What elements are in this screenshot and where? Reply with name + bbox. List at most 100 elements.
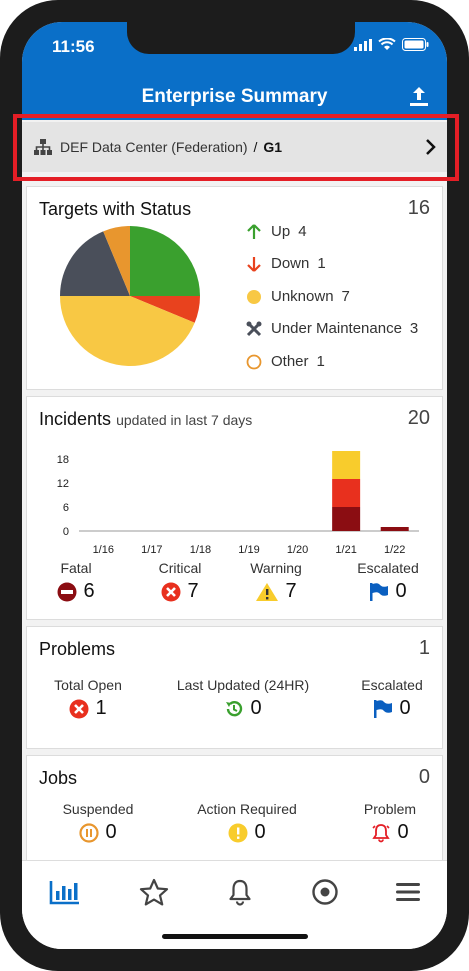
- stat-value: 1: [95, 697, 107, 719]
- home-indicator: [162, 934, 308, 939]
- bar-warning-1-21[interactable]: [332, 451, 361, 479]
- bar-fatal-1-22[interactable]: [380, 527, 409, 531]
- stat-label: Escalated: [361, 677, 423, 693]
- tab-menu[interactable]: [391, 875, 425, 909]
- tab-targets[interactable]: [308, 875, 342, 909]
- tab-dashboard[interactable]: [48, 875, 82, 909]
- share-button[interactable]: [407, 84, 431, 113]
- legend-value: 4: [298, 223, 307, 240]
- flag-icon: [370, 582, 389, 601]
- history-icon: [226, 700, 243, 716]
- stat-value: 0: [399, 697, 411, 719]
- alert-icon: [228, 823, 248, 842]
- stat-label: Last Updated (24HR): [176, 677, 310, 693]
- pie-slice-other[interactable]: [103, 226, 130, 296]
- legend-value: 1: [317, 255, 326, 272]
- stat-value: 6: [83, 580, 95, 602]
- pie-slice-unknown[interactable]: [60, 296, 195, 366]
- x-tick-label: 1/21: [335, 544, 356, 556]
- legend-down[interactable]: Down 1: [245, 255, 326, 272]
- critical-icon: [161, 582, 181, 601]
- stat-value: 0: [395, 580, 407, 602]
- legend-maintenance[interactable]: Under Maintenance 3: [245, 320, 418, 337]
- bar-fatal-1-21[interactable]: [332, 507, 361, 531]
- incidents-count: 20: [407, 407, 430, 429]
- wrench-icon: [246, 321, 262, 336]
- status-icons: [354, 38, 429, 51]
- legend-label: Under Maintenance: [271, 320, 402, 337]
- flag-icon: [374, 699, 393, 718]
- incidents-title-text: Incidents: [39, 409, 112, 429]
- arrow-down-icon: [247, 256, 261, 272]
- stat-label: Escalated: [357, 560, 419, 576]
- targets-card[interactable]: Targets with Status 16 Up 4 Down 1 Unknown…: [26, 186, 443, 390]
- battery-icon: [402, 38, 429, 51]
- legend-value: 1: [316, 353, 325, 370]
- problems-count: 1: [418, 637, 430, 659]
- critical-icon: [69, 699, 89, 718]
- pie-slice-up[interactable]: [130, 226, 200, 296]
- chevron-right-icon: [426, 139, 436, 155]
- breadcrumb-current: G1: [263, 139, 283, 155]
- incidents-title: Incidents updated in last 7 days: [39, 409, 252, 430]
- targets-count: 16: [407, 197, 430, 219]
- jobs-card[interactable]: Jobs 0 Suspended 0 Action Required 0 Pro…: [26, 755, 443, 865]
- stat-escalated[interactable]: Escalated 0: [347, 560, 429, 603]
- stat-escalated[interactable]: Escalated 0: [351, 677, 433, 720]
- problems-card[interactable]: Problems 1 Total Open 1 Last Updated (24…: [26, 626, 443, 749]
- x-tick-label: 1/19: [238, 544, 259, 556]
- stat-label: Warning: [250, 560, 302, 576]
- stat-label: Fatal: [60, 560, 92, 576]
- circle-filled-icon: [247, 289, 261, 304]
- pie-slice-under-maintenance[interactable]: [60, 231, 130, 296]
- warning-icon: [256, 582, 279, 601]
- bell-alert-icon: [372, 823, 391, 842]
- legend-unknown[interactable]: Unknown 7: [245, 288, 350, 305]
- tab-favorites[interactable]: [137, 875, 171, 909]
- app-screen: 11:56 Enterprise Summary DEF Data Center…: [22, 22, 447, 949]
- x-tick-label: 1/18: [190, 544, 211, 556]
- bar-critical-1-21[interactable]: [332, 479, 361, 507]
- notifications-icon: [229, 879, 251, 906]
- legend-label: Down: [271, 255, 310, 272]
- stat-value: 7: [285, 580, 297, 602]
- stat-label: Suspended: [62, 801, 134, 817]
- breadcrumb-path: DEF Data Center (Federation): [60, 139, 248, 155]
- problems-title: Problems: [39, 639, 116, 659]
- stat-fatal[interactable]: Fatal 6: [41, 560, 111, 603]
- breadcrumb[interactable]: DEF Data Center (Federation) / G1: [22, 122, 447, 172]
- targets-icon: [312, 879, 338, 905]
- tab-notifications[interactable]: [223, 875, 257, 909]
- upload-icon: [410, 87, 428, 106]
- status-time: 11:56: [52, 37, 95, 56]
- stat-critical[interactable]: Critical 7: [145, 560, 215, 603]
- y-tick-label: 6: [63, 502, 69, 514]
- arrow-up-icon: [247, 223, 261, 239]
- incidents-card[interactable]: Incidents updated in last 7 days 20 18 12…: [26, 396, 443, 620]
- stat-suspended[interactable]: Suspended 0: [51, 801, 145, 844]
- stat-value: 0: [397, 821, 409, 843]
- targets-title: Targets with Status: [39, 199, 192, 219]
- legend-label: Unknown: [271, 288, 334, 305]
- legend-label: Up: [271, 223, 291, 240]
- stat-total-open[interactable]: Total Open 1: [41, 677, 135, 720]
- stat-value: 0: [254, 821, 266, 843]
- dashboard-icon: [49, 881, 79, 905]
- stat-value: 0: [105, 821, 117, 843]
- stat-warning[interactable]: Warning 7: [241, 560, 311, 603]
- stat-label: Problem: [363, 801, 417, 817]
- legend-value: 3: [409, 320, 419, 337]
- x-tick-label: 1/16: [93, 544, 114, 556]
- stat-action-required[interactable]: Action Required 0: [177, 801, 317, 844]
- legend-up[interactable]: Up 4: [245, 223, 307, 240]
- stat-last-updated[interactable]: Last Updated (24HR) 0: [163, 677, 323, 720]
- menu-icon: [396, 883, 420, 901]
- pie-slice-down[interactable]: [130, 296, 200, 323]
- stat-problem[interactable]: Problem 0: [345, 801, 435, 844]
- legend-other[interactable]: Other 1: [245, 353, 325, 370]
- device-notch: [127, 22, 355, 54]
- stat-label: Action Required: [197, 801, 297, 817]
- stat-value: 7: [187, 580, 199, 602]
- y-tick-label: 12: [57, 478, 69, 490]
